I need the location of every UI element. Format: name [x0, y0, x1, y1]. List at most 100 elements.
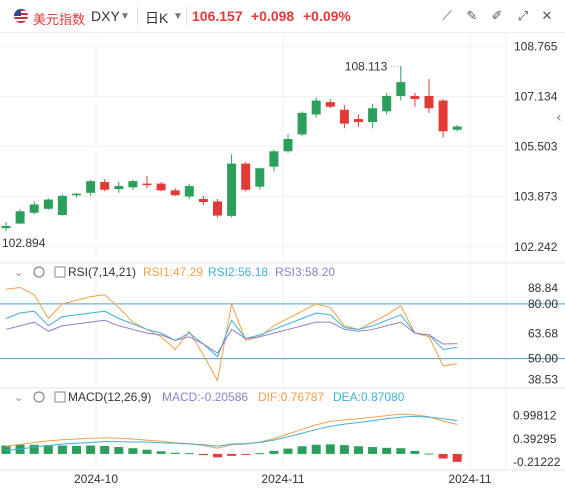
macd-tick-label: 0.99812 — [513, 409, 557, 423]
price-change: +0.098 — [251, 8, 295, 24]
candle-body — [452, 126, 462, 130]
instrument-name[interactable]: 美元指数 — [33, 12, 86, 27]
candle-body — [142, 183, 152, 186]
macd-histogram-bar — [128, 448, 138, 454]
dea-value: DEA:0.87080 — [333, 390, 405, 404]
macd-histogram-bar — [213, 453, 222, 458]
collapse-icon: ⌄ — [14, 266, 23, 279]
macd-histogram-bar — [255, 453, 265, 455]
macd-histogram-bar — [57, 445, 67, 454]
macd-histogram-bar — [424, 453, 434, 455]
macd-histogram-bar — [368, 447, 378, 454]
candle-body — [410, 95, 420, 100]
macd-histogram-bar — [29, 444, 39, 454]
rsi-tick-label: 50.00 — [528, 352, 558, 366]
close-icon[interactable]: ✕ — [541, 8, 553, 23]
macd-histogram-bar — [1, 445, 11, 454]
price-tick-label: 107.134 — [514, 89, 558, 103]
brush-icon[interactable]: ✎ — [466, 8, 478, 23]
dif-value: DIF:0.76787 — [258, 390, 324, 404]
expand-icon[interactable]: ⤢ — [517, 8, 529, 23]
macd-tick-label: -0.21222 — [513, 455, 561, 469]
candle-body — [325, 102, 335, 107]
min-price-label: 102.894 — [2, 236, 46, 250]
macd-histogram-bar — [269, 450, 279, 454]
macd-histogram-bar — [382, 447, 392, 454]
macd-histogram-bar — [354, 446, 363, 454]
candle-body — [114, 186, 124, 190]
chevron-down-icon[interactable]: ▼ — [173, 11, 183, 22]
candle-body — [255, 168, 265, 187]
candle-body — [438, 100, 448, 132]
draw-line-icon[interactable]: ⟋ — [442, 8, 452, 23]
rsi-line-rsi1 — [5, 286, 458, 382]
candle-body — [227, 163, 237, 216]
price-change-percent: +0.09% — [303, 8, 351, 24]
macd-histogram-bar — [241, 453, 251, 455]
date-axis-label: 2024-11 — [261, 472, 304, 486]
dif-line — [5, 413, 458, 449]
period-selector[interactable]: 日K — [145, 10, 169, 26]
macd-histogram-bar — [297, 446, 307, 454]
macd-histogram-bar — [311, 444, 321, 454]
macd-histogram-bar — [410, 450, 420, 454]
macd-histogram-bar — [184, 453, 194, 455]
rsi-tick-label: 38.53 — [528, 373, 558, 387]
last-price: 106.157 — [192, 8, 243, 24]
candle-body — [128, 181, 138, 188]
candle-body — [184, 186, 194, 197]
macd-histogram-bar — [43, 445, 53, 454]
rsi3-value: RSI3:58.20 — [275, 265, 335, 279]
rsi-tick-label: 88.84 — [528, 281, 558, 295]
pen-icon[interactable]: ✐ — [491, 8, 503, 23]
candle-body — [198, 198, 208, 203]
symbol-selector[interactable]: DXY — [91, 8, 120, 24]
candle-body — [382, 95, 392, 112]
candle-body — [29, 204, 39, 213]
candle-body — [339, 109, 349, 124]
indicator-table-icon — [54, 391, 66, 403]
candle-body — [57, 195, 67, 215]
candle-body — [241, 163, 251, 190]
rsi-tick-label: 63.68 — [528, 327, 558, 341]
rsi2-value: RSI2:56.18 — [208, 265, 268, 279]
candle-body — [156, 183, 166, 191]
indicator-title: MACD(12,26,9) — [68, 390, 151, 404]
candle-body — [354, 119, 363, 123]
divider — [137, 7, 138, 25]
rsi-tick-label: 80.00 — [528, 297, 558, 311]
macd-value: MACD:-0.20586 — [162, 390, 248, 404]
candle-body — [15, 211, 25, 224]
candle-body — [311, 100, 321, 115]
macd-histogram-bar — [283, 448, 293, 454]
chevron-down-icon[interactable]: ▼ — [120, 11, 130, 22]
divider — [186, 7, 187, 25]
candle-body — [283, 139, 293, 152]
indicator-table-icon — [54, 266, 66, 278]
macd-histogram-bar — [438, 453, 448, 459]
settings-icon — [33, 266, 45, 278]
rsi-line-rsi2 — [5, 310, 458, 358]
price-tick-label: 108.765 — [514, 39, 558, 53]
candle-body — [100, 182, 110, 190]
candle-body — [1, 226, 11, 229]
macd-tick-label: 0.39295 — [513, 432, 557, 446]
candle-body — [170, 190, 180, 196]
candle-body — [297, 112, 307, 135]
macd-histogram-bar — [396, 448, 406, 454]
candle-body — [213, 201, 222, 216]
macd-histogram-bar — [170, 452, 180, 454]
rsi1-value: RSI1:47.29 — [143, 265, 203, 279]
price-tick-label: 103.873 — [514, 190, 558, 204]
scroll-right-icon: ‹ — [556, 110, 562, 126]
candle-body — [86, 181, 96, 193]
max-price-label: 108.113 — [345, 59, 388, 73]
candle-body — [396, 82, 406, 96]
chart-toolbar: 美元指数 DXY ▼ 日K ▼ 106.157 +0.098 +0.09% ⟋ … — [0, 0, 565, 33]
indicator-title: RSI(7,14,21) — [68, 265, 136, 279]
candle-body — [72, 193, 81, 196]
us-flag-icon — [14, 9, 28, 23]
candle-body — [43, 199, 53, 209]
macd-histogram-bar — [198, 453, 208, 456]
